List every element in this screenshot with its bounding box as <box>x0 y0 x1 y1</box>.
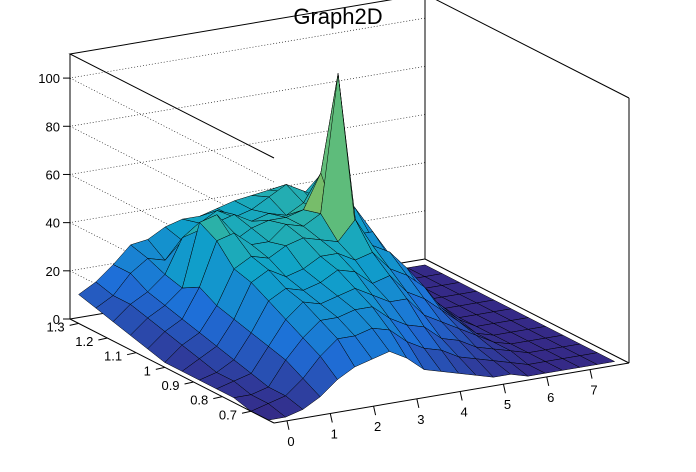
x-tick-mark-1 <box>329 413 333 423</box>
y-tick-label-0.8: 0.8 <box>190 393 208 408</box>
x-tick-label-3: 3 <box>417 412 424 427</box>
y-tick-label-0.9: 0.9 <box>161 378 179 393</box>
y-tick-mark-0.8 <box>213 396 223 400</box>
y-tick-mark-0.7 <box>241 410 252 414</box>
y-tick-label-1.1: 1.1 <box>104 349 122 364</box>
z-gridline-100 <box>69 17 426 183</box>
x-tick-label-4: 4 <box>461 405 468 420</box>
chart-title: Graph2D <box>293 4 382 29</box>
front-bottom-edge <box>273 362 630 424</box>
x-tick-label-5: 5 <box>504 397 511 412</box>
left-bottom-edge <box>69 318 275 424</box>
y-tick-mark-1.3 <box>69 322 79 326</box>
x-tick-mark-0 <box>286 420 290 430</box>
z-tick-label-0: 0 <box>53 312 60 327</box>
x-tick-label-7: 7 <box>590 383 597 398</box>
x-tick-mark-2 <box>373 406 377 416</box>
y-tick-mark-1.2 <box>98 337 108 341</box>
z-tick-label-40: 40 <box>46 216 60 231</box>
surface-mesh <box>78 73 616 421</box>
front-frame <box>69 98 630 424</box>
x-tick-label-2: 2 <box>374 419 381 434</box>
z-tick-label-100: 100 <box>38 71 60 86</box>
x-tick-mark-4 <box>459 391 463 401</box>
x-tick-mark-5 <box>502 384 506 394</box>
z-tick-label-80: 80 <box>46 119 60 134</box>
x-tick-mark-7 <box>589 369 593 379</box>
x-tick-mark-3 <box>416 398 420 408</box>
y-tick-label-1.2: 1.2 <box>75 334 93 349</box>
x-tick-label-1: 1 <box>331 426 338 441</box>
x-tick-label-0: 0 <box>287 434 294 449</box>
surface-cell <box>579 352 616 365</box>
back-top-edge <box>68 0 630 159</box>
y-tick-mark-1.1 <box>126 352 137 356</box>
y-tick-mark-1 <box>155 366 165 370</box>
right-bottom-edge <box>424 258 630 364</box>
z-tick-label-20: 20 <box>46 264 60 279</box>
y-tick-label-1: 1 <box>144 363 151 378</box>
y-tick-mark-0.9 <box>184 381 194 385</box>
y-tick-label-1.3: 1.3 <box>47 319 65 334</box>
x-tick-mark-6 <box>546 376 550 387</box>
z-tick-label-60: 60 <box>46 167 60 182</box>
y-tick-label-0.7: 0.7 <box>219 407 237 422</box>
x-tick-label-6: 6 <box>547 390 554 405</box>
